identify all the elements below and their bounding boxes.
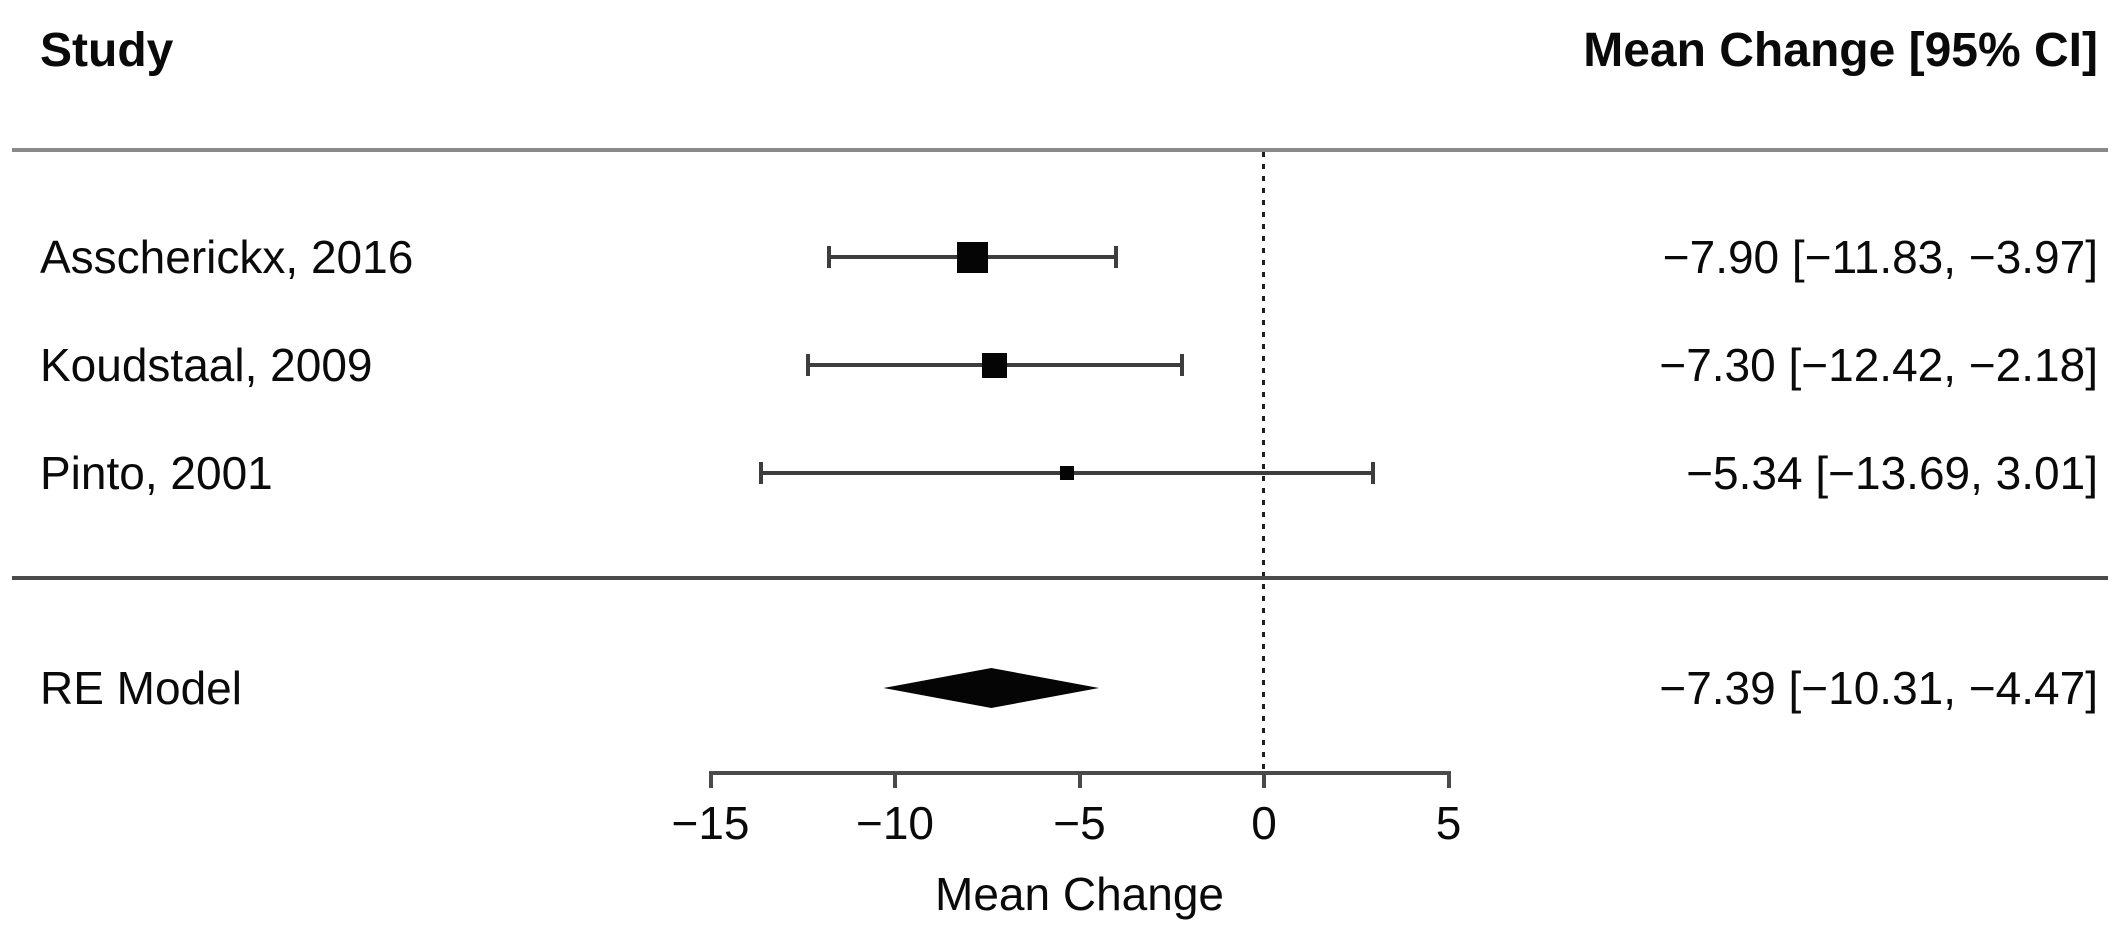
separator-rule (12, 576, 2108, 580)
axis-tick (708, 771, 713, 788)
axis-tick (1077, 771, 1082, 788)
column-header-estimate: Mean Change [95% CI] (1583, 24, 2098, 77)
study-label: Asscherickx, 2016 (40, 231, 414, 283)
column-header-study: Study (40, 24, 174, 77)
axis-tick-label: 0 (1251, 797, 1277, 849)
summary-label: RE Model (40, 662, 242, 714)
axis-tick-label: −15 (671, 797, 750, 849)
axis-tick (1262, 771, 1266, 788)
header-rule (12, 148, 2108, 152)
axis-tick-label: −10 (855, 797, 935, 849)
ci-annotation: −7.30 [−12.42, −2.18] (1659, 339, 2098, 391)
axis-tick (1446, 771, 1451, 788)
axis-tick-label: 5 (1435, 797, 1462, 849)
effect-square (1059, 466, 1074, 480)
study-label: Pinto, 2001 (40, 447, 273, 499)
ci-annotation: −5.34 [−13.69, 3.01] (1686, 447, 2098, 499)
axis-tick (893, 771, 897, 788)
effect-square (956, 241, 988, 273)
summary-diamond (883, 668, 1100, 708)
axis-tick-label: −5 (1053, 797, 1106, 849)
summary-annotation: −7.39 [−10.31, −4.47] (1659, 662, 2098, 714)
zero-reference-line (1262, 152, 1265, 773)
x-axis-label: Mean Change (935, 868, 1224, 920)
effect-square (982, 352, 1008, 378)
ci-annotation: −7.90 [−11.83, −3.97] (1662, 231, 2098, 283)
study-label: Koudstaal, 2009 (40, 339, 373, 391)
